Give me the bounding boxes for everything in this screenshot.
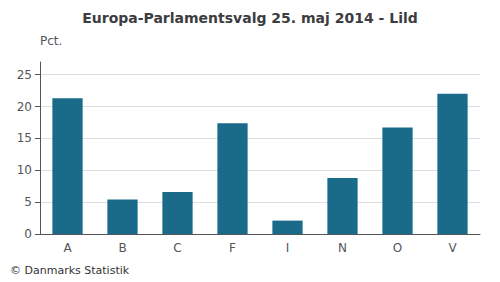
svg-text:20: 20 — [17, 100, 32, 114]
svg-text:O: O — [393, 241, 402, 255]
svg-text:F: F — [229, 241, 236, 255]
svg-text:© Danmarks Statistik: © Danmarks Statistik — [10, 264, 130, 277]
svg-text:10: 10 — [17, 163, 32, 177]
svg-text:0: 0 — [24, 227, 32, 241]
svg-text:Europa-Parlamentsvalg 25. maj: Europa-Parlamentsvalg 25. maj 2014 - Lil… — [82, 10, 418, 26]
svg-text:C: C — [173, 241, 181, 255]
svg-text:25: 25 — [17, 68, 32, 82]
svg-text:B: B — [118, 241, 126, 255]
svg-text:Pct.: Pct. — [40, 34, 62, 48]
svg-text:5: 5 — [24, 195, 32, 209]
svg-text:A: A — [63, 241, 72, 255]
svg-text:I: I — [286, 241, 290, 255]
svg-text:15: 15 — [17, 131, 32, 145]
svg-text:N: N — [338, 241, 347, 255]
svg-text:V: V — [448, 241, 457, 255]
